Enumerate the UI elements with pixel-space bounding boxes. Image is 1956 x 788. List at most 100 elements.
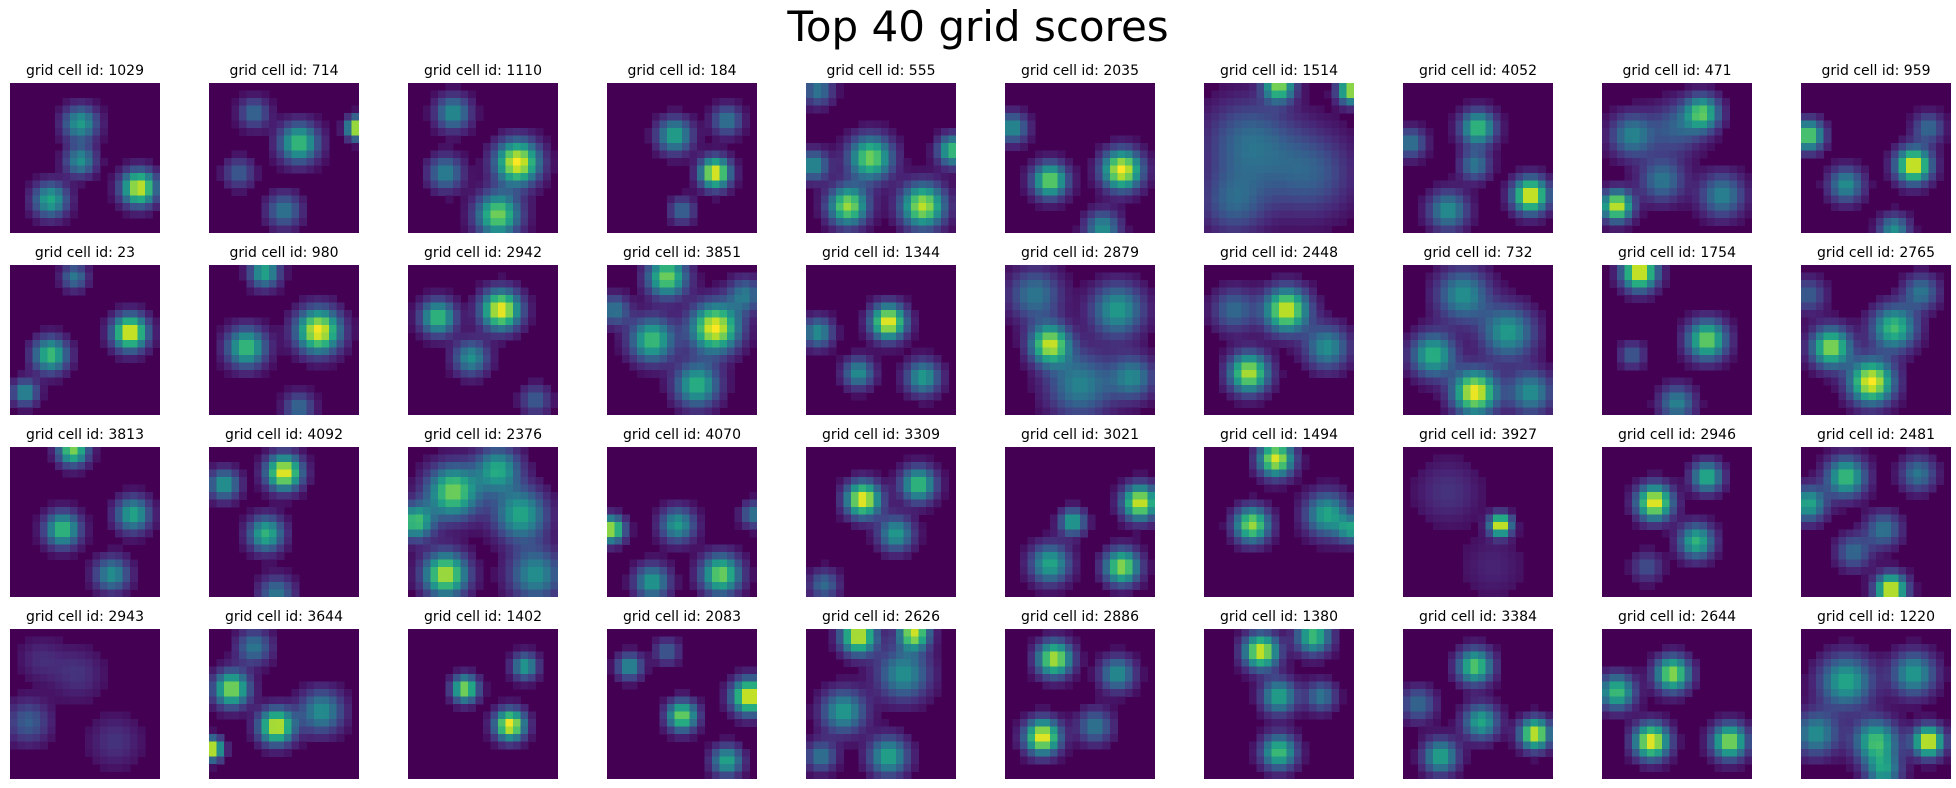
heatmap-pixel — [667, 158, 675, 166]
heatmap-pixel — [423, 325, 431, 333]
heatmap-pixel — [513, 135, 521, 144]
heatmap-pixel — [806, 105, 814, 114]
heatmap-pixel — [873, 355, 882, 363]
heatmap-pixel — [520, 210, 529, 219]
heatmap-pixel — [1500, 310, 1509, 318]
heatmap-pixel — [1102, 225, 1111, 233]
heatmap-pixel — [1831, 370, 1839, 378]
heatmap-pixel — [659, 377, 668, 386]
heatmap-pixel — [1418, 377, 1426, 386]
heatmap-pixel — [284, 529, 292, 538]
heatmap-pixel — [1087, 407, 1096, 415]
heatmap-pixel — [1147, 325, 1155, 333]
heatmap-pixel — [1339, 195, 1347, 204]
heatmap-pixel — [1440, 210, 1449, 219]
heatmap-pixel — [1425, 302, 1434, 311]
heatmap-pixel — [1102, 317, 1111, 326]
heatmap-pixel — [1906, 218, 1914, 226]
heatmap-pixel — [1861, 400, 1869, 408]
heatmap-pixel — [1418, 218, 1426, 226]
heatmap-pixel — [697, 325, 705, 333]
heatmap-pixel — [828, 225, 837, 233]
heatmap-pixel — [490, 180, 499, 189]
heatmap-pixel — [85, 559, 93, 568]
heatmap-pixel — [438, 522, 446, 530]
heatmap-pixel — [276, 158, 285, 166]
heatmap-pixel — [1617, 158, 1625, 166]
heatmap-pixel — [130, 173, 138, 181]
heatmap-pixel — [1831, 385, 1839, 393]
heatmap-pixel — [1087, 325, 1096, 333]
heatmap-pixel — [727, 280, 735, 288]
heatmap-pixel — [528, 203, 536, 211]
heatmap-pixel — [1035, 188, 1043, 196]
heatmap-pixel — [1264, 195, 1272, 204]
heatmap-pixel — [438, 120, 446, 129]
heatmap-pixel — [1211, 135, 1220, 144]
heatmap-pixel — [1455, 317, 1464, 326]
heatmap-pixel — [1249, 340, 1257, 348]
heatmap-pixel — [1707, 165, 1715, 174]
heatmap-pixel — [1204, 150, 1212, 159]
heatmap-pixel — [1816, 287, 1824, 296]
heatmap-pixel — [62, 128, 71, 136]
heatmap-pixel — [652, 317, 660, 326]
heatmap-pixel — [1808, 272, 1817, 281]
heatmap-pixel — [858, 128, 867, 136]
panel-title: grid cell id: 959 — [1821, 63, 1931, 79]
heatmap-pixel — [1485, 325, 1494, 333]
heatmap-pixel — [528, 128, 536, 136]
heatmap-pixel — [1545, 407, 1553, 415]
heatmap-pixel — [1324, 210, 1332, 219]
heatmap-pixel — [423, 340, 431, 348]
heatmap-pixel — [438, 462, 446, 470]
heatmap-pixel — [903, 165, 912, 174]
heatmap-pixel — [903, 302, 912, 311]
heatmap-pixel — [1729, 317, 1738, 326]
heatmap-pixel — [727, 317, 735, 326]
heatmap-pixel — [1898, 188, 1907, 196]
heatmap-pixel — [224, 173, 232, 181]
heatmap-pixel — [137, 325, 146, 333]
heatmap-pixel — [1050, 265, 1058, 273]
heatmap-pixel — [1418, 325, 1426, 333]
heatmap-pixel — [216, 477, 225, 485]
heatmap-pixel — [1057, 310, 1066, 318]
heatmap-pixel — [1339, 158, 1347, 166]
heatmap-pixel — [92, 113, 101, 121]
heatmap-pixel — [468, 310, 476, 318]
heatmap-pixel — [1692, 158, 1700, 166]
heatmap-pixel — [453, 83, 461, 91]
heatmap-pixel — [1508, 392, 1516, 401]
heatmap-pixel — [1264, 120, 1272, 129]
heatmap-pixel — [1846, 407, 1854, 415]
heatmap-pixel — [1226, 385, 1235, 393]
heatmap-pixel — [821, 203, 829, 211]
heatmap-pixel — [25, 347, 33, 356]
heatmap-pixel — [408, 544, 416, 553]
heatmap-pixel — [843, 370, 852, 378]
heatmap-pixel — [1072, 310, 1081, 318]
heatmap-pixel — [445, 128, 454, 136]
heatmap-pixel — [1425, 135, 1434, 144]
heatmap-pixel — [423, 537, 431, 545]
heatmap-pixel — [1448, 272, 1456, 281]
heatmap-pixel — [314, 317, 322, 326]
heatmap-pixel — [1699, 355, 1708, 363]
heatmap-pixel — [423, 507, 431, 515]
heatmap-pixel — [1921, 287, 1929, 296]
heatmap-pixel — [704, 158, 713, 166]
heatmap-pixel — [1913, 325, 1922, 333]
heatmap-svg — [209, 447, 315, 597]
heatmap-pixel — [1095, 325, 1103, 333]
heatmap-pixel — [10, 377, 18, 386]
heatmap-pixel — [329, 347, 337, 356]
heatmap-pixel — [1050, 392, 1058, 401]
heatmap-pixel — [1508, 340, 1516, 348]
heatmap-pixel — [888, 180, 897, 189]
heatmap-pixel — [1256, 135, 1265, 144]
heatmap-pixel — [858, 370, 867, 378]
heatmap-pixel — [152, 325, 160, 333]
heatmap-pixel — [1662, 143, 1670, 151]
heatmap-pixel — [77, 105, 86, 114]
